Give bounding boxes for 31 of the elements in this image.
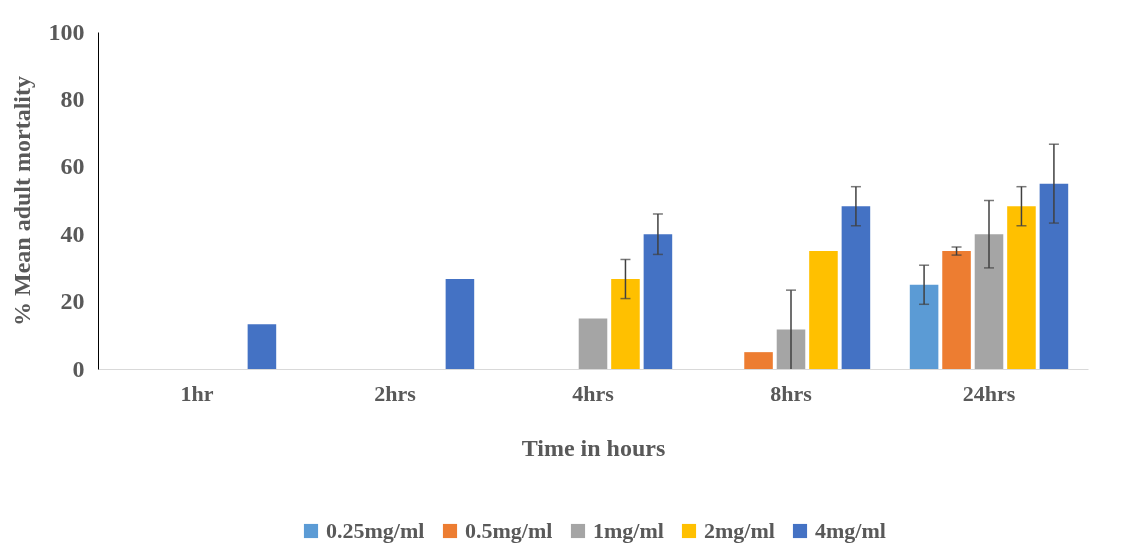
x-axis-title: Time in hours <box>521 434 666 461</box>
bar <box>942 251 971 369</box>
bar <box>744 352 773 369</box>
x-tick-label: 2hrs <box>374 380 417 406</box>
legend-label: 4mg/ml <box>815 518 886 543</box>
bar <box>445 279 475 369</box>
bar <box>578 318 608 369</box>
bar <box>809 251 838 369</box>
y-tick-label: 0 <box>72 355 85 382</box>
legend-label: 2mg/ml <box>704 518 775 543</box>
y-tick-label: 80 <box>60 85 85 112</box>
x-tick-label: 1hr <box>180 380 214 406</box>
y-tick-label: 60 <box>60 153 85 180</box>
legend-label: 0.5mg/ml <box>465 518 553 543</box>
y-tick-label: 20 <box>60 288 85 315</box>
y-tick-label: 100 <box>48 18 85 45</box>
x-tick-label: 24hrs <box>962 380 1016 406</box>
bar <box>643 234 673 369</box>
legend-label: 0.25mg/ml <box>326 518 425 543</box>
x-tick-label: 8hrs <box>770 380 813 406</box>
bar <box>909 284 939 369</box>
x-tick-label: 4hrs <box>572 380 615 406</box>
bar <box>247 324 277 369</box>
y-tick-label: 40 <box>60 220 85 247</box>
bar <box>841 206 871 369</box>
legend-label: 1mg/ml <box>593 518 664 543</box>
bar <box>1039 183 1069 369</box>
bar <box>1007 206 1036 369</box>
y-axis-title: % Mean adult mortality <box>8 76 35 326</box>
bar <box>974 234 1004 369</box>
bar <box>611 279 640 369</box>
